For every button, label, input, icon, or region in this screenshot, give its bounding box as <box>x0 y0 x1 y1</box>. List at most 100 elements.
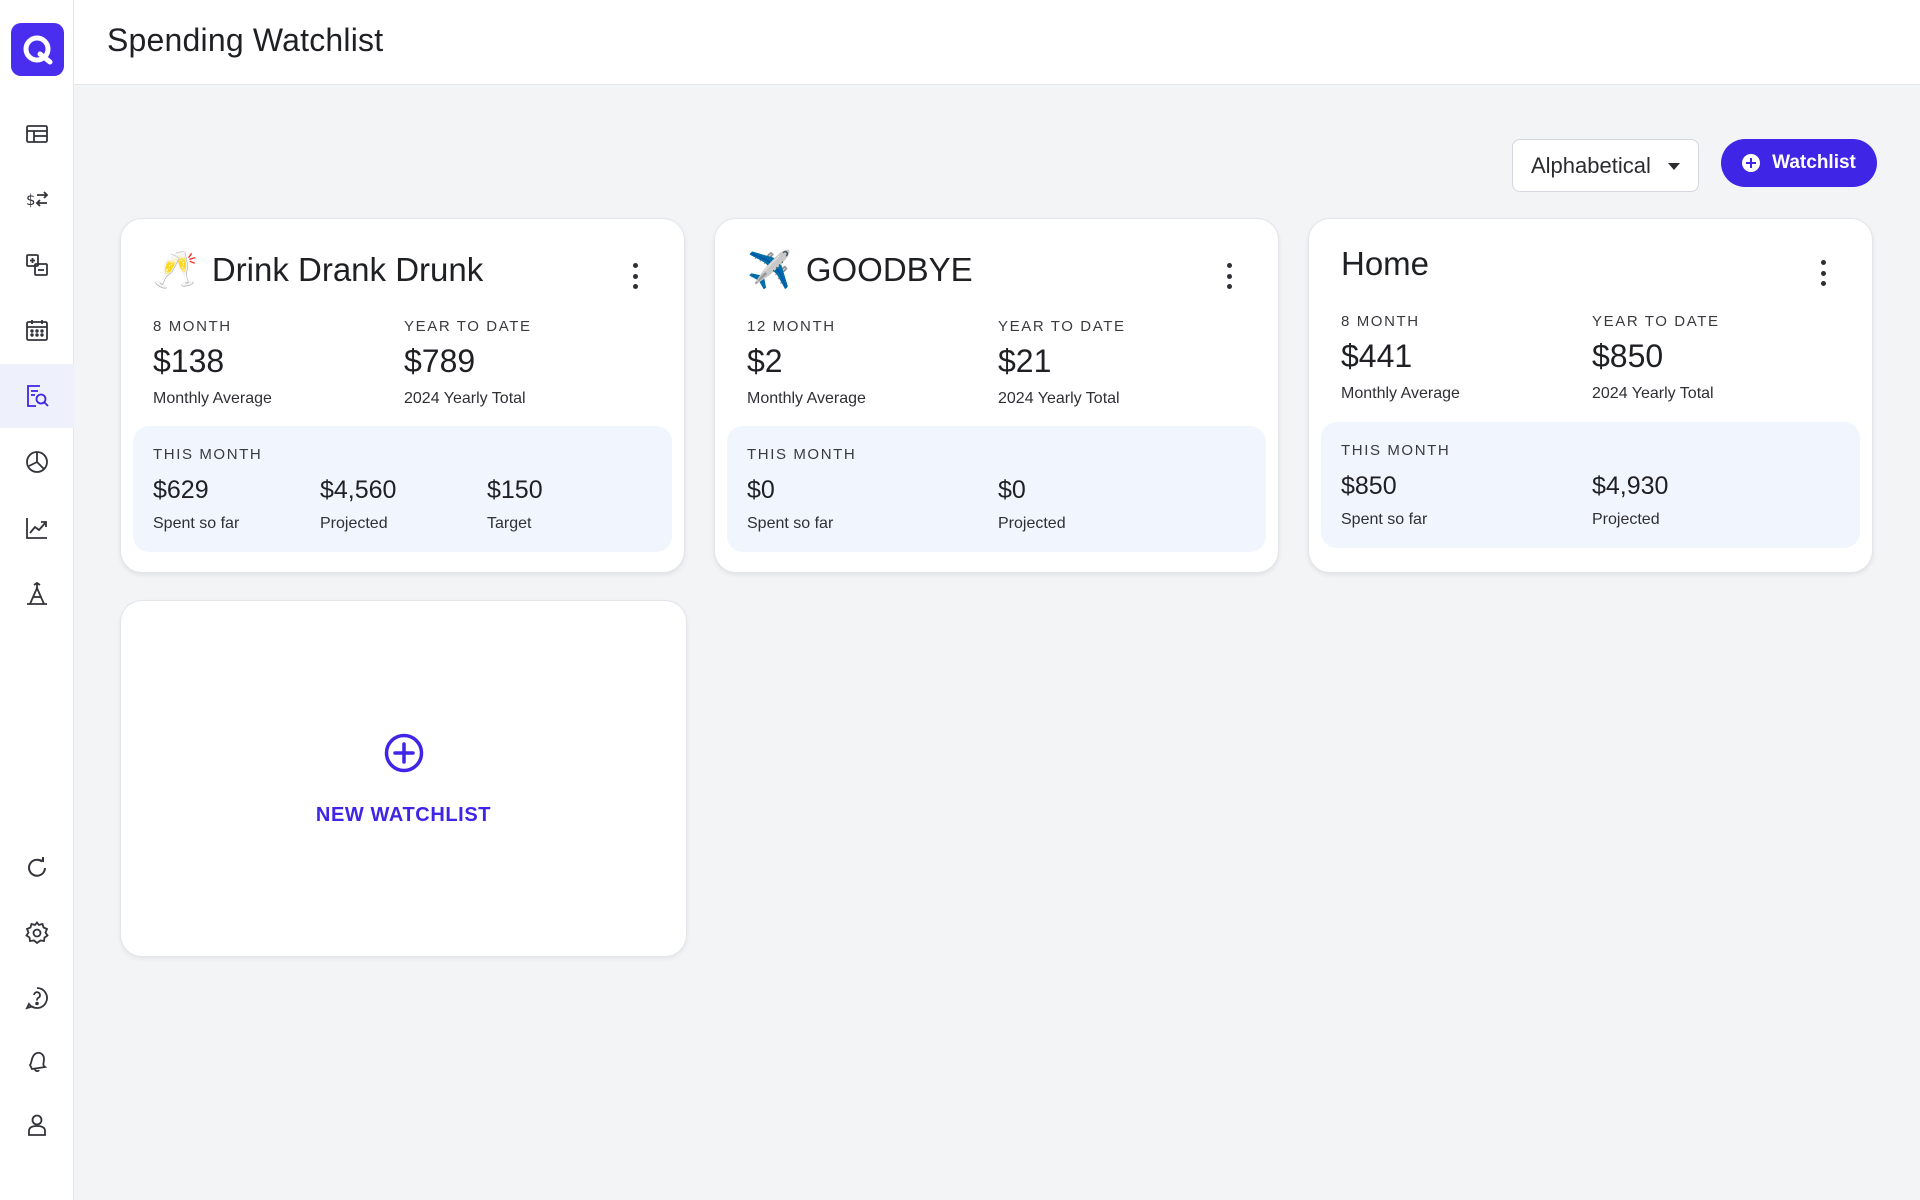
app-logo[interactable] <box>11 23 64 76</box>
projected: $4,930 Projected <box>1592 472 1668 529</box>
stat-label: YEAR TO DATE <box>404 318 532 335</box>
year-to-date-stat: YEAR TO DATE $21 2024 Yearly Total <box>998 318 1126 408</box>
nav-help[interactable] <box>0 966 74 1030</box>
tm-caption: Spent so far <box>1341 511 1428 528</box>
profile-icon <box>28 1114 46 1136</box>
stat-value: $138 <box>153 343 225 379</box>
stat-value: $789 <box>404 343 476 379</box>
this-month-panel: THIS MONTH $629 Spent so far $4,560 Proj… <box>133 426 672 552</box>
target: $150 Target <box>487 476 543 533</box>
nav-calendar[interactable] <box>0 298 74 362</box>
stat-caption: Monthly Average <box>1341 385 1460 402</box>
tm-caption: Projected <box>998 515 1066 532</box>
nav-trends[interactable] <box>0 496 74 560</box>
more-options-icon[interactable] <box>1224 263 1234 289</box>
tm-caption: Target <box>487 515 532 532</box>
help-icon <box>25 987 48 1010</box>
watchlist-card-title: Home <box>1341 245 1429 283</box>
page-header: Spending Watchlist <box>74 0 1920 85</box>
tm-value: $150 <box>487 476 543 504</box>
more-options-icon[interactable] <box>630 263 640 289</box>
transactions-icon: $ <box>26 191 49 209</box>
airplane-icon: ✈️ <box>747 249 792 290</box>
nav-forecast[interactable] <box>0 562 74 626</box>
sidebar: $ <box>0 0 74 1200</box>
new-watchlist-label: NEW WATCHLIST <box>315 804 492 826</box>
tm-value: $0 <box>747 476 775 504</box>
monthly-average-stat: 12 MONTH $2 Monthly Average <box>747 318 866 408</box>
add-watchlist-button-label: Watchlist <box>1772 152 1856 173</box>
tm-caption: Projected <box>320 515 388 532</box>
stat-value: $850 <box>1592 338 1664 374</box>
this-month-label: THIS MONTH <box>1341 442 1451 459</box>
nav-budget[interactable] <box>0 430 74 494</box>
stat-caption: 2024 Yearly Total <box>1592 385 1714 402</box>
sort-select[interactable]: Alphabetical <box>1512 139 1699 192</box>
tm-value: $0 <box>998 476 1026 504</box>
projected: $0 Projected <box>998 476 1066 533</box>
logo-icon <box>23 35 52 64</box>
watchlist-card-title: ✈️ GOODBYE <box>747 249 973 291</box>
nav-notifications[interactable] <box>0 1029 74 1093</box>
stat-label: YEAR TO DATE <box>1592 313 1720 330</box>
nav-dashboard[interactable] <box>0 102 74 166</box>
add-watchlist-button[interactable]: Watchlist <box>1721 139 1877 187</box>
tm-value: $629 <box>153 476 209 504</box>
tm-caption: Spent so far <box>153 515 240 532</box>
tm-value: $4,560 <box>320 476 397 504</box>
plus-circle-icon <box>1742 154 1761 172</box>
this-month-label: THIS MONTH <box>153 446 263 463</box>
watchlist-name: Home <box>1341 245 1430 282</box>
tm-caption: Spent so far <box>747 515 834 532</box>
stat-caption: 2024 Yearly Total <box>998 390 1120 407</box>
watchlist-name: Drink Drank Drunk <box>211 251 484 288</box>
nav-watchlist[interactable] <box>0 364 74 428</box>
new-watchlist-card[interactable]: NEW WATCHLIST <box>120 600 687 957</box>
budget-icon <box>26 451 48 473</box>
this-month-label: THIS MONTH <box>747 446 857 463</box>
stat-value: $441 <box>1341 338 1413 374</box>
tm-value: $4,930 <box>1592 472 1669 500</box>
champagne-icon: 🥂 <box>153 249 198 290</box>
stat-caption: 2024 Yearly Total <box>404 390 526 407</box>
stat-label: YEAR TO DATE <box>998 318 1126 335</box>
year-to-date-stat: YEAR TO DATE $850 2024 Yearly Total <box>1592 313 1720 403</box>
settings-icon <box>25 921 49 945</box>
accounts-icon <box>26 254 48 276</box>
spent-so-far: $850 Spent so far <box>1341 472 1427 529</box>
forecast-icon <box>27 581 47 605</box>
more-options-icon[interactable] <box>1818 260 1828 286</box>
watchlist-card[interactable]: 🥂 Drink Drank Drunk 8 MONTH $138 Monthly… <box>120 218 685 573</box>
monthly-average-stat: 8 MONTH $138 Monthly Average <box>153 318 272 408</box>
notifications-icon <box>28 1051 48 1072</box>
stat-value: $21 <box>998 343 1052 379</box>
nav-transactions[interactable]: $ <box>0 167 74 231</box>
stat-caption: Monthly Average <box>153 390 272 407</box>
spent-so-far: $629 Spent so far <box>153 476 239 533</box>
this-month-panel: THIS MONTH $0 Spent so far $0 Projected <box>727 426 1266 552</box>
this-month-panel: THIS MONTH $850 Spent so far $4,930 Proj… <box>1321 422 1860 548</box>
watchlist-card-title: 🥂 Drink Drank Drunk <box>153 249 483 291</box>
dashboard-icon <box>26 125 48 143</box>
tm-caption: Projected <box>1592 511 1660 528</box>
spent-so-far: $0 Spent so far <box>747 476 833 533</box>
stat-value: $2 <box>747 343 783 379</box>
watchlist-name: GOODBYE <box>805 251 973 288</box>
trends-icon <box>26 518 47 539</box>
stat-caption: Monthly Average <box>747 390 866 407</box>
year-to-date-stat: YEAR TO DATE $789 2024 Yearly Total <box>404 318 532 408</box>
page-title: Spending Watchlist <box>107 22 384 58</box>
refresh-icon <box>28 857 46 877</box>
watchlist-card[interactable]: ✈️ GOODBYE 12 MONTH $2 Monthly Average Y… <box>714 218 1279 573</box>
nav-settings[interactable] <box>0 901 74 965</box>
projected: $4,560 Projected <box>320 476 396 533</box>
nav-refresh[interactable] <box>0 836 74 900</box>
stat-label: 8 MONTH <box>1341 313 1420 330</box>
plus-circle-icon <box>384 733 424 773</box>
nav-profile[interactable] <box>0 1093 74 1157</box>
stat-label: 8 MONTH <box>153 318 232 335</box>
nav-accounts[interactable] <box>0 233 74 297</box>
watchlist-icon <box>27 385 49 407</box>
watchlist-card[interactable]: Home 8 MONTH $441 Monthly Average YEAR T… <box>1308 218 1873 573</box>
tm-value: $850 <box>1341 472 1397 500</box>
